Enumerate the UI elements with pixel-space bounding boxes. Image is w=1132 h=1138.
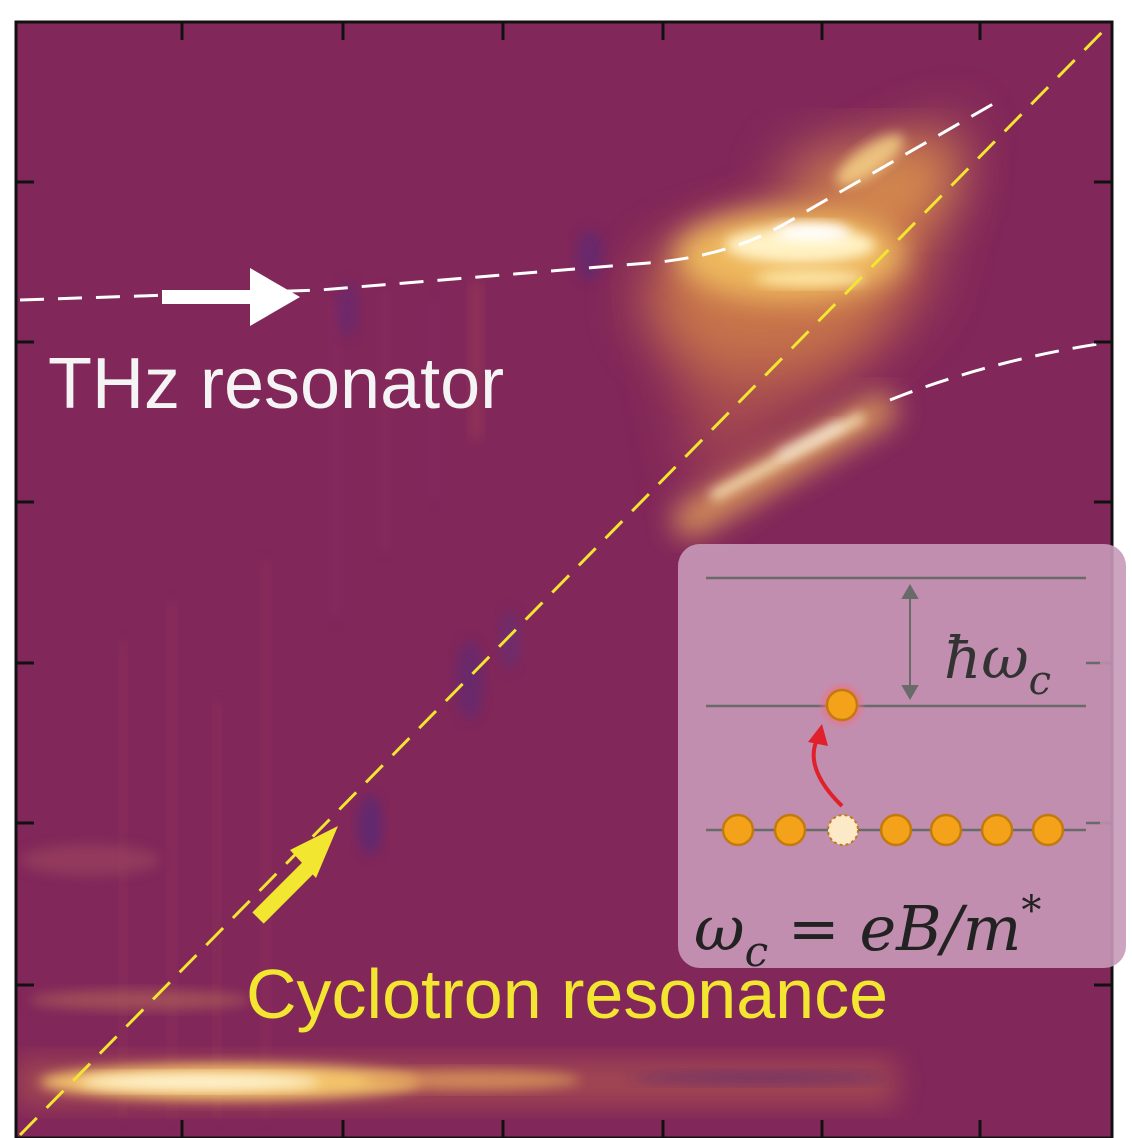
y-ticks-left xyxy=(16,180,34,987)
excited-electron-icon xyxy=(825,688,859,722)
electron-icon xyxy=(980,813,1014,847)
hole-icon xyxy=(827,814,859,846)
cyclotron-arrow-icon xyxy=(252,826,338,924)
lower-polariton-line xyxy=(889,340,1112,402)
x-ticks-bottom xyxy=(180,1120,982,1138)
excitation-arrow-icon xyxy=(808,724,844,808)
level-spacing-arrow-icon xyxy=(901,584,919,700)
lower-polariton-peak xyxy=(673,393,897,537)
inset-box xyxy=(678,544,1126,968)
upper-polariton-peak xyxy=(675,134,905,300)
cyclotron-resonance-line xyxy=(18,22,1112,1137)
thz-resonator-line xyxy=(19,98,1001,302)
electron-icon xyxy=(1031,813,1065,847)
low-field-stripes xyxy=(120,280,482,1120)
electron-icon xyxy=(773,813,807,847)
lower-level-electrons xyxy=(721,813,1065,847)
level-spacing-label: ħωc xyxy=(944,624,1051,704)
resonator-label: THz resonator xyxy=(48,344,504,424)
electron-icon xyxy=(721,813,755,847)
electron-icon xyxy=(929,813,963,847)
landau-level-inset: ħωc ωc = eB/m* xyxy=(678,544,1126,976)
resonator-arrow-icon xyxy=(162,268,300,326)
x-ticks-top xyxy=(180,22,982,40)
low-frequency-band xyxy=(16,844,896,1105)
cyclotron-formula: ωc = eB/m* xyxy=(694,888,1041,976)
electron-icon xyxy=(879,813,913,847)
